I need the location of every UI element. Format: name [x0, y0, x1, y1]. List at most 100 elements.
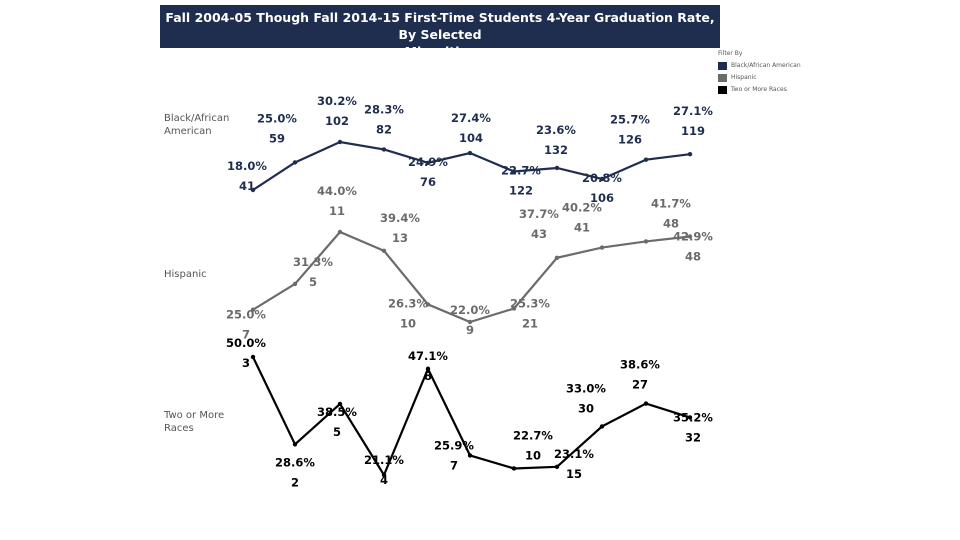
data-point-hispanic[interactable] — [337, 229, 343, 235]
data-label-count-two-or-more: 8 — [424, 369, 432, 383]
series-label-black-line-2: American — [164, 126, 212, 137]
series-label-two-or-more: Two or More Races — [164, 409, 224, 435]
data-point-hispanic[interactable] — [687, 234, 693, 239]
data-point-hispanic[interactable] — [425, 302, 431, 307]
data-point-hispanic[interactable] — [467, 319, 473, 325]
data-point-black[interactable] — [250, 187, 256, 193]
data-label-count-two-or-more: 15 — [566, 467, 582, 481]
data-label-count-black: 82 — [376, 122, 392, 136]
data-label-count-two-or-more: 32 — [685, 430, 701, 444]
data-point-two-or-more[interactable] — [337, 401, 343, 407]
data-label-count-hispanic: 41 — [574, 221, 590, 235]
data-point-black[interactable] — [643, 157, 649, 162]
data-label-count-two-or-more: 2 — [291, 475, 299, 489]
data-label-percent-hispanic: 31.3% — [293, 255, 333, 269]
legend-swatch-hispanic — [718, 74, 727, 82]
data-point-black[interactable] — [292, 160, 298, 165]
legend-title: Filter By — [718, 50, 743, 57]
data-point-two-or-more[interactable] — [467, 453, 473, 458]
data-point-black[interactable] — [599, 176, 605, 182]
data-label-percent-black: 27.1% — [673, 104, 713, 118]
series-label-hispanic: Hispanic — [164, 268, 207, 281]
legend: Filter By Black/African American Hispani… — [718, 48, 801, 96]
data-label-percent-hispanic: 25.3% — [510, 297, 550, 311]
data-label-percent-hispanic: 26.3% — [388, 296, 428, 310]
data-label-count-hispanic: 11 — [329, 204, 345, 218]
data-point-two-or-more[interactable] — [643, 401, 649, 406]
data-point-black[interactable] — [337, 139, 343, 145]
data-label-percent-two-or-more: 33.0% — [566, 381, 606, 395]
data-label-percent-two-or-more: 38.6% — [620, 358, 660, 372]
data-label-percent-hispanic: 44.0% — [317, 184, 357, 198]
data-label-count-hispanic: 48 — [663, 216, 679, 230]
data-label-count-two-or-more: 7 — [450, 458, 458, 472]
data-label-count-hispanic: 43 — [531, 227, 547, 241]
data-label-count-black: 132 — [544, 143, 568, 157]
data-point-two-or-more[interactable] — [511, 466, 517, 471]
chart-title-line-1: Fall 2004-05 Though Fall 2014-15 First-T… — [165, 10, 715, 42]
data-label-percent-black: 20.8% — [582, 171, 622, 185]
data-label-count-black: 122 — [509, 184, 533, 198]
data-point-black[interactable] — [511, 169, 517, 174]
legend-item-hispanic[interactable]: Hispanic — [718, 72, 801, 84]
data-label-count-hispanic: 48 — [685, 250, 701, 264]
legend-label-two-or-more: Two or More Races — [731, 86, 787, 93]
chart-title: Fall 2004-05 Though Fall 2014-15 First-T… — [160, 5, 720, 59]
data-point-black[interactable] — [425, 160, 431, 166]
data-point-black[interactable] — [381, 147, 387, 152]
series-label-two-or-more-line-1: Two or More — [164, 410, 225, 421]
data-label-percent-hispanic: 25.0% — [226, 308, 266, 322]
data-point-black[interactable] — [687, 151, 693, 157]
data-label-count-black: 119 — [681, 124, 705, 138]
data-label-count-hispanic: 5 — [309, 275, 317, 289]
data-label-percent-black: 24.9% — [408, 155, 448, 169]
data-label-percent-two-or-more: 21.1% — [364, 453, 404, 467]
data-label-percent-black: 23.6% — [536, 123, 576, 137]
legend-item-two-or-more[interactable]: Two or More Races — [718, 84, 801, 96]
data-label-count-hispanic: 13 — [392, 231, 408, 245]
data-label-count-two-or-more: 5 — [333, 425, 341, 439]
data-label-percent-black: 25.7% — [610, 113, 650, 127]
data-label-count-black: 104 — [459, 131, 483, 145]
data-point-hispanic[interactable] — [554, 255, 560, 260]
chart-title-line-2: Minorities — [404, 44, 476, 59]
data-point-black[interactable] — [467, 150, 473, 156]
data-label-percent-two-or-more: 25.9% — [434, 438, 474, 452]
data-label-count-two-or-more: 10 — [525, 448, 541, 462]
data-label-percent-hispanic: 22.0% — [450, 303, 490, 317]
data-label-percent-two-or-more: 22.7% — [513, 428, 553, 442]
legend-item-black[interactable]: Black/African American — [718, 60, 801, 72]
data-label-count-black: 102 — [325, 114, 349, 128]
legend-label-hispanic: Hispanic — [731, 74, 757, 81]
data-point-two-or-more[interactable] — [250, 354, 256, 360]
series-label-black: Black/African American — [164, 112, 229, 138]
data-point-two-or-more[interactable] — [554, 464, 560, 470]
data-label-percent-hispanic: 37.7% — [519, 207, 559, 221]
data-label-count-black: 41 — [239, 179, 255, 193]
data-label-percent-two-or-more: 47.1% — [408, 349, 448, 363]
data-point-two-or-more[interactable] — [687, 415, 693, 420]
data-point-hispanic[interactable] — [381, 248, 387, 254]
data-point-two-or-more[interactable] — [381, 472, 387, 478]
legend-swatch-two-or-more — [718, 86, 727, 94]
data-label-count-black: 76 — [420, 175, 436, 189]
data-point-hispanic[interactable] — [643, 239, 649, 244]
data-point-black[interactable] — [554, 165, 560, 171]
data-point-two-or-more[interactable] — [292, 442, 298, 447]
data-point-two-or-more[interactable] — [599, 424, 605, 429]
series-label-two-or-more-line-2: Races — [164, 423, 194, 434]
data-label-percent-two-or-more: 23.1% — [554, 447, 594, 461]
data-label-count-hispanic: 9 — [466, 323, 474, 337]
data-label-count-hispanic: 7 — [242, 328, 250, 342]
data-point-hispanic[interactable] — [599, 245, 605, 250]
data-label-count-two-or-more: 27 — [632, 378, 648, 392]
data-label-percent-hispanic: 40.2% — [562, 201, 602, 215]
data-point-two-or-more[interactable] — [425, 366, 431, 372]
data-label-percent-hispanic: 39.4% — [380, 211, 420, 225]
data-label-percent-two-or-more: 28.6% — [275, 455, 315, 469]
series-line-black — [252, 140, 691, 191]
data-point-hispanic[interactable] — [250, 307, 256, 312]
data-point-hispanic[interactable] — [511, 306, 517, 311]
data-point-hispanic[interactable] — [292, 281, 298, 287]
